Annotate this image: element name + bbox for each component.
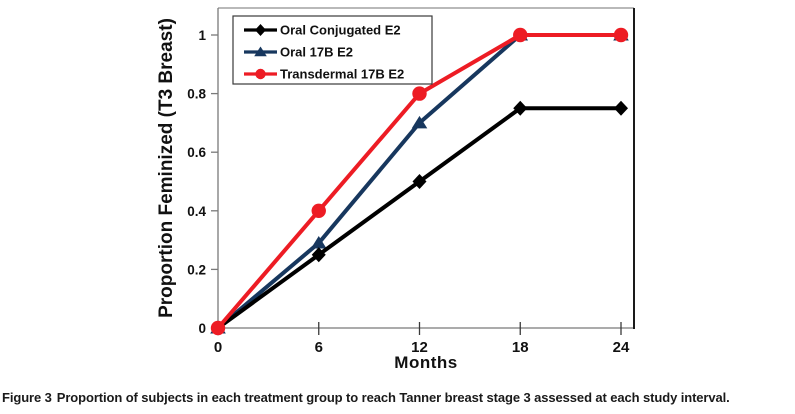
marker-transdermal-17b-e2-0mo: [210, 320, 226, 336]
y-tick-label: 0: [198, 321, 206, 336]
x-tick-label: 12: [411, 339, 428, 356]
x-tick-label: 24: [613, 339, 630, 356]
figure-caption: Figure 3 Proportion of subjects in each t…: [2, 390, 793, 406]
legend-label-transdermal-17b-e2: Transdermal 17B E2: [280, 67, 404, 82]
marker-oral-conjugated-e2-24mo: [614, 100, 628, 116]
y-axis-title: Proportion Feminized (T3 Breast): [156, 18, 177, 318]
chart-area: 0 0.2 0.4 0.6 0.8 1 0 6 12 18 24 Months Proportion F…: [156, 7, 635, 372]
y-tick-label: 1: [198, 28, 206, 43]
figure-caption-label: Figure 3: [2, 390, 52, 405]
marker-oral-17b-e2-6mo: [310, 236, 327, 249]
marker-oral-17b-e2-12mo: [411, 115, 428, 129]
marker-transdermal-17b-e2-6mo: [311, 203, 326, 218]
x-tick-label: 18: [512, 339, 529, 356]
x-tick-label: 6: [315, 339, 323, 356]
feminization-chart: 0 0.2 0.4 0.6 0.8 1 0 6 12 18 24 Months Proportion F…: [156, 7, 635, 372]
legend-marker-oral-17b-e2: [254, 46, 267, 57]
x-axis-title: Months: [394, 353, 457, 372]
y-tick-label: 0.6: [187, 145, 206, 160]
y-tick-label: 0.2: [187, 262, 206, 277]
marker-transdermal-17b-e2-18mo: [513, 27, 528, 43]
legend-marker-transdermal-17b-e2: [255, 68, 266, 80]
legend-label-oral-17b-e2: Oral 17B E2: [280, 45, 353, 60]
x-tick-label: 0: [214, 339, 222, 356]
legend-marker-oral-conjugated-e2: [255, 24, 266, 36]
figure-caption-text: Proportion of subjects in each treatment…: [56, 390, 730, 405]
legend-label-oral-conjugated-e2: Oral Conjugated E2: [280, 23, 401, 38]
y-tick-label: 0.8: [187, 87, 206, 102]
marker-transdermal-17b-e2-12mo: [412, 86, 427, 101]
marker-oral-conjugated-e2-6mo: [311, 247, 326, 263]
marker-oral-conjugated-e2-12mo: [412, 174, 427, 189]
marker-oral-conjugated-e2-18mo: [513, 100, 528, 116]
series-line-oral-conjugated-e2: [216, 106, 623, 330]
marker-transdermal-17b-e2-24mo: [613, 27, 629, 43]
y-tick-label: 0.4: [187, 204, 206, 219]
